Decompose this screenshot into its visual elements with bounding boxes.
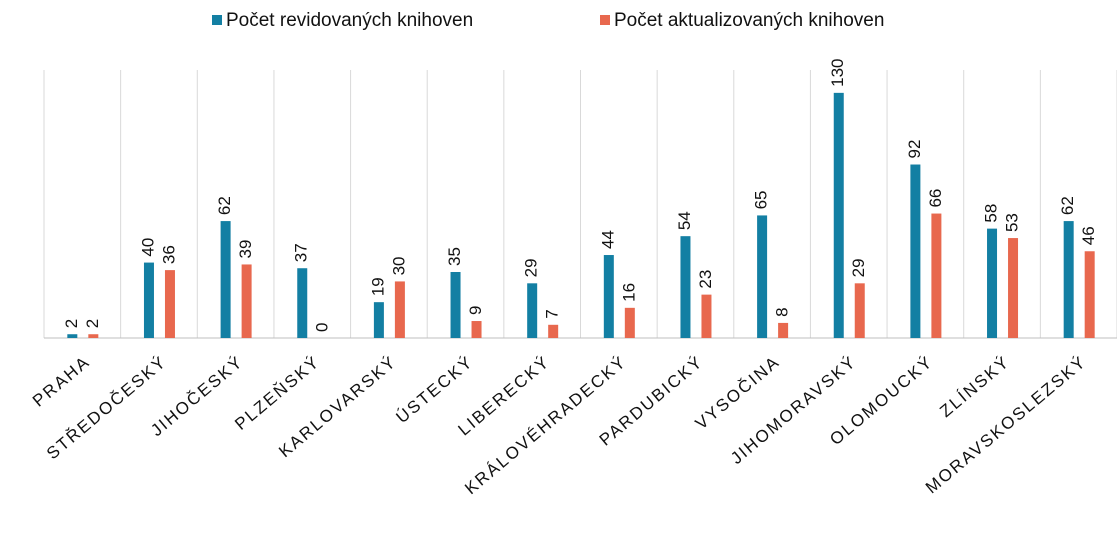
- bar: [527, 283, 538, 338]
- value-label: 29: [522, 258, 541, 277]
- bar: [143, 262, 154, 338]
- value-label: 0: [313, 323, 332, 332]
- bar: [1008, 238, 1019, 338]
- bar: [373, 302, 384, 338]
- bar: [680, 236, 691, 338]
- legend-label: Počet aktualizovaných knihoven: [614, 10, 884, 31]
- bar: [1063, 221, 1074, 338]
- bar: [778, 322, 789, 338]
- value-label: 30: [389, 257, 408, 276]
- x-tick-label: KRÁLOVÉHRADECKÝ: [461, 352, 630, 498]
- value-label: 16: [619, 283, 638, 302]
- value-label: 92: [905, 140, 924, 159]
- value-label: 35: [445, 247, 464, 266]
- value-label: 9: [466, 306, 485, 315]
- value-label: 46: [1079, 226, 1098, 245]
- legend-swatch: [600, 15, 610, 25]
- bar: [910, 164, 921, 338]
- value-label: 40: [138, 238, 157, 257]
- value-label: 62: [1058, 196, 1077, 215]
- value-label: 53: [1003, 213, 1022, 232]
- bar: [1084, 251, 1095, 338]
- bar: [757, 215, 768, 338]
- bar: [987, 228, 998, 338]
- bar: [931, 213, 942, 338]
- x-tick-label: MORAVSKOSLEZSKÝ: [922, 352, 1090, 497]
- bar: [450, 272, 461, 338]
- bar: [701, 294, 712, 338]
- bar: [603, 255, 614, 338]
- value-label: 37: [292, 243, 311, 262]
- value-label: 29: [849, 258, 868, 277]
- value-label: 58: [982, 204, 1001, 223]
- x-tick-label: PRAHA: [29, 352, 94, 411]
- bar: [394, 281, 405, 338]
- bar: [833, 92, 844, 338]
- value-label: 54: [675, 211, 694, 230]
- bar: [88, 334, 99, 338]
- value-label: 39: [236, 240, 255, 259]
- x-tick-label: ZLÍNSKÝ: [936, 352, 1013, 421]
- value-label: 44: [598, 230, 617, 249]
- value-label: 2: [83, 319, 102, 328]
- value-label: 65: [752, 191, 771, 210]
- bar: [220, 221, 231, 338]
- bar: [854, 283, 865, 338]
- value-label: 2: [62, 319, 81, 328]
- legend-label: Počet revidovaných knihoven: [226, 10, 473, 31]
- value-label: 66: [926, 189, 945, 208]
- bar: [548, 324, 559, 338]
- bar: [67, 334, 78, 338]
- value-label: 130: [828, 58, 847, 86]
- bar: [241, 264, 252, 338]
- legend-swatch: [212, 15, 222, 25]
- value-label: 19: [368, 277, 387, 296]
- value-label: 8: [773, 307, 792, 316]
- x-tick-label: JIHOMORAVSKÝ: [727, 352, 860, 468]
- bar: [297, 268, 308, 338]
- value-label: 36: [159, 245, 178, 264]
- bar: [164, 270, 175, 338]
- value-label: 62: [215, 196, 234, 215]
- bar: [471, 321, 482, 338]
- bar: [624, 307, 635, 338]
- value-label: 23: [696, 270, 715, 289]
- value-label: 7: [543, 309, 562, 318]
